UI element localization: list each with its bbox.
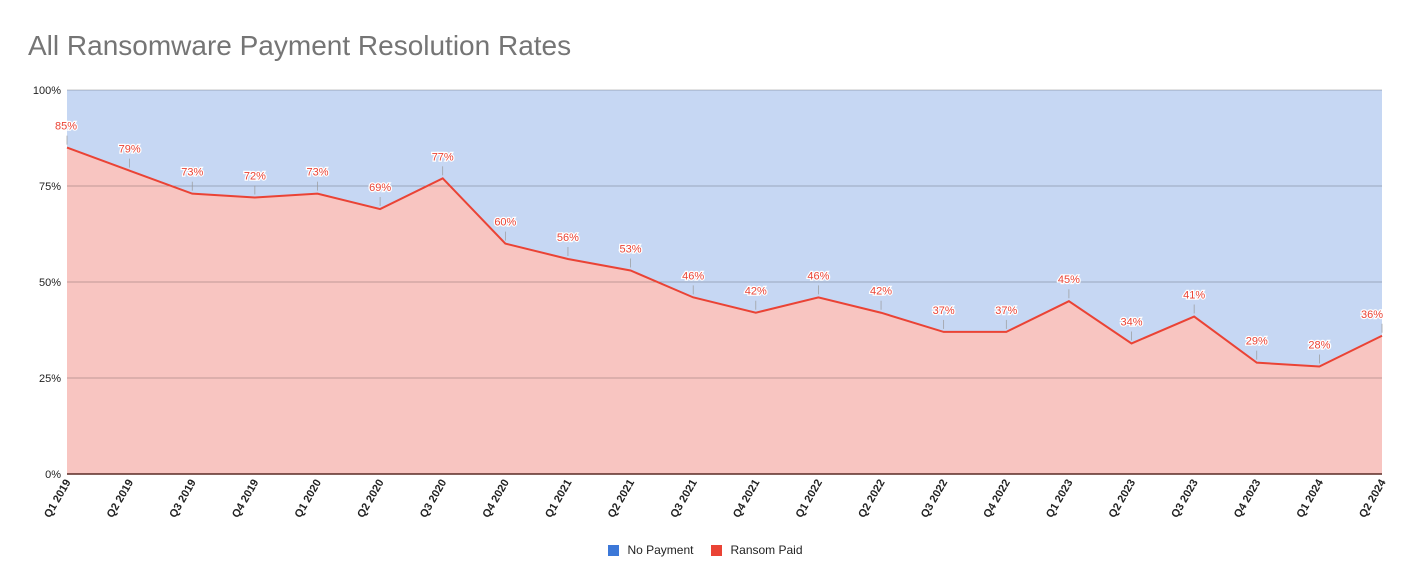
legend-item-ransom-paid[interactable]: Ransom Paid — [711, 543, 803, 557]
x-tick-label: Q4 2021 — [731, 478, 762, 521]
data-label: 79% — [119, 144, 141, 156]
y-tick-label: 100% — [33, 85, 61, 97]
y-tick-label: 0% — [45, 469, 61, 481]
legend-label: No Payment — [627, 543, 694, 557]
data-label: 53% — [620, 243, 642, 255]
x-tick-label: Q4 2019 — [230, 478, 261, 521]
line-ransom-paid — [66, 146, 1383, 368]
x-tick-label: Q3 2022 — [919, 478, 950, 521]
data-label: 42% — [870, 286, 892, 298]
x-tick-label: Q3 2020 — [418, 478, 449, 521]
legend: No Payment Ransom Paid — [0, 543, 1411, 557]
x-tick-label: Q1 2020 — [293, 478, 324, 521]
x-tick-label: Q3 2019 — [167, 478, 198, 521]
y-tick-label: 25% — [39, 373, 61, 385]
x-tick-label: Q1 2023 — [1044, 478, 1075, 521]
x-tick-label: Q3 2023 — [1169, 478, 1200, 521]
legend-swatch-no-payment — [608, 544, 620, 556]
x-tick-label: Q1 2019 — [42, 478, 73, 521]
data-label: 36% — [1361, 309, 1383, 321]
x-tick-label: Q4 2020 — [480, 478, 511, 521]
data-label: 73% — [181, 167, 203, 179]
legend-label: Ransom Paid — [730, 543, 803, 557]
data-label: 45% — [1058, 274, 1080, 286]
x-tick-label: Q4 2023 — [1232, 478, 1263, 521]
legend-item-no-payment[interactable]: No Payment — [608, 543, 693, 557]
x-tick-label: Q2 2022 — [856, 478, 887, 521]
x-tick-label: Q1 2022 — [794, 478, 825, 521]
data-label: 28% — [1308, 339, 1330, 351]
data-label: 42% — [745, 286, 767, 298]
x-tick-label: Q2 2023 — [1107, 478, 1138, 521]
data-label: 56% — [557, 232, 579, 244]
data-label: 37% — [933, 305, 955, 317]
y-tick-label: 75% — [39, 181, 61, 193]
chart-title: All Ransomware Payment Resolution Rates — [28, 30, 572, 61]
data-label: 60% — [494, 217, 516, 229]
x-tick-label: Q2 2021 — [606, 478, 637, 521]
data-label: 34% — [1121, 316, 1143, 328]
data-label: 46% — [807, 270, 829, 282]
area-ransom-paid — [67, 147, 1382, 474]
data-label: 29% — [1246, 336, 1268, 348]
x-tick-label: Q1 2021 — [543, 478, 574, 521]
data-label: 37% — [995, 305, 1017, 317]
data-label: 46% — [682, 270, 704, 282]
data-label: 41% — [1183, 290, 1205, 302]
x-tick-label: Q4 2022 — [981, 478, 1012, 521]
legend-swatch-ransom-paid — [711, 544, 723, 556]
x-tick-label: Q3 2021 — [668, 478, 699, 521]
data-label: 73% — [306, 167, 328, 179]
y-tick-label: 50% — [39, 277, 61, 289]
x-tick-label: Q2 2020 — [355, 478, 386, 521]
data-label: 69% — [369, 182, 391, 194]
data-label: 77% — [432, 151, 454, 163]
data-label: 85% — [55, 121, 77, 133]
data-label: 72% — [244, 171, 266, 183]
x-tick-label: Q1 2024 — [1294, 477, 1326, 520]
x-tick-label: Q2 2019 — [105, 478, 136, 521]
x-tick-label: Q2 2024 — [1357, 477, 1389, 520]
